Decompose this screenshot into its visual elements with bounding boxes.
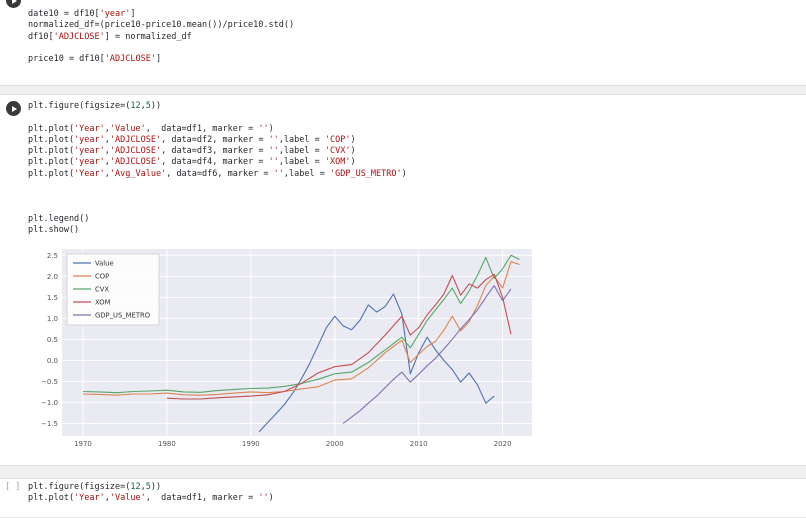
code-line[interactable]: plt.figure(figsize=(12,5)) (28, 101, 162, 111)
cell-output: 1970 1980 1990 2000 2010 2020 −1.5 −1.0 −0.5 0.0 0… (36, 241, 806, 458)
code-cell: [ ] plt.figure(figsize=(12,5)) plt.plot('… (0, 478, 806, 518)
svg-text:0.5: 0.5 (47, 335, 58, 343)
svg-text:2000: 2000 (326, 440, 344, 448)
code-line[interactable] (28, 180, 806, 191)
svg-text:XOM: XOM (95, 298, 111, 306)
code-line[interactable]: plt.plot('Year','Avg_Value', data=df6, m… (28, 168, 407, 179)
svg-text:Value: Value (95, 259, 114, 267)
code-line[interactable] (28, 43, 806, 54)
svg-text:−1.0: −1.0 (41, 398, 58, 406)
code-line[interactable]: plt.legend() (28, 213, 90, 224)
code-line[interactable] (28, 191, 806, 202)
play-icon (12, 0, 17, 4)
cell-prompt[interactable]: [ ] (5, 482, 21, 492)
code-editor[interactable]: plt.figure(figsize=(12,5)) plt.plot('Yea… (28, 95, 806, 237)
code-line[interactable]: plt.plot('Year','Value', data=df1, marke… (28, 123, 274, 134)
code-line[interactable]: normalized_df=(price10-price10.mean())/p… (28, 20, 295, 31)
svg-text:0.0: 0.0 (47, 356, 58, 364)
svg-text:−1.5: −1.5 (41, 419, 58, 427)
svg-text:2020: 2020 (494, 440, 512, 448)
svg-text:2010: 2010 (410, 440, 428, 448)
svg-text:2.0: 2.0 (47, 272, 58, 280)
code-line[interactable]: date10 = df10['year'] (28, 9, 136, 19)
code-line[interactable]: plt.plot('year','ADJCLOSE', data=df4, ma… (28, 157, 356, 168)
matplotlib-line-chart: 1970 1980 1990 2000 2010 2020 −1.5 −1.0 −0.5 0.0 0… (36, 241, 533, 458)
code-line[interactable]: plt.figure(figsize=(12,5)) (28, 482, 162, 492)
code-line[interactable]: df10['ADJCLOSE'] = normalized_df (28, 31, 192, 42)
code-editor[interactable]: plt.figure(figsize=(12,5)) plt.plot('Year… (28, 479, 806, 505)
code-line[interactable]: plt.plot('year','ADJCLOSE', data=df2, ma… (28, 134, 356, 145)
code-line[interactable]: plt.plot('year','ADJCLOSE', data=df3, ma… (28, 146, 356, 157)
code-cell: plt.figure(figsize=(12,5)) plt.plot('Yea… (0, 94, 806, 466)
svg-text:GDP_US_METRO: GDP_US_METRO (95, 311, 150, 319)
svg-text:1.0: 1.0 (47, 314, 58, 322)
svg-text:CVX: CVX (95, 285, 109, 293)
code-line[interactable]: plt.show() (28, 225, 80, 236)
svg-text:1.5: 1.5 (47, 293, 58, 301)
svg-text:COP: COP (95, 272, 109, 280)
code-editor[interactable]: date10 = df10['year'] normalized_df=(pric… (28, 0, 806, 65)
code-line[interactable] (28, 203, 806, 214)
svg-text:1970: 1970 (74, 440, 92, 448)
play-icon (12, 105, 17, 112)
code-line[interactable]: price10 = df10['ADJCLOSE'] (28, 54, 162, 65)
run-cell-button[interactable] (6, 0, 21, 8)
svg-text:1990: 1990 (242, 440, 260, 448)
code-line[interactable]: plt.plot('Year','Value', data=df1, marke… (28, 493, 274, 504)
svg-text:2.5: 2.5 (47, 251, 58, 259)
svg-text:−0.5: −0.5 (41, 377, 58, 385)
run-cell-button[interactable] (6, 101, 21, 116)
svg-text:1980: 1980 (158, 440, 176, 448)
code-line[interactable] (28, 112, 806, 123)
code-cell: date10 = df10['year'] normalized_df=(pric… (0, 0, 806, 86)
